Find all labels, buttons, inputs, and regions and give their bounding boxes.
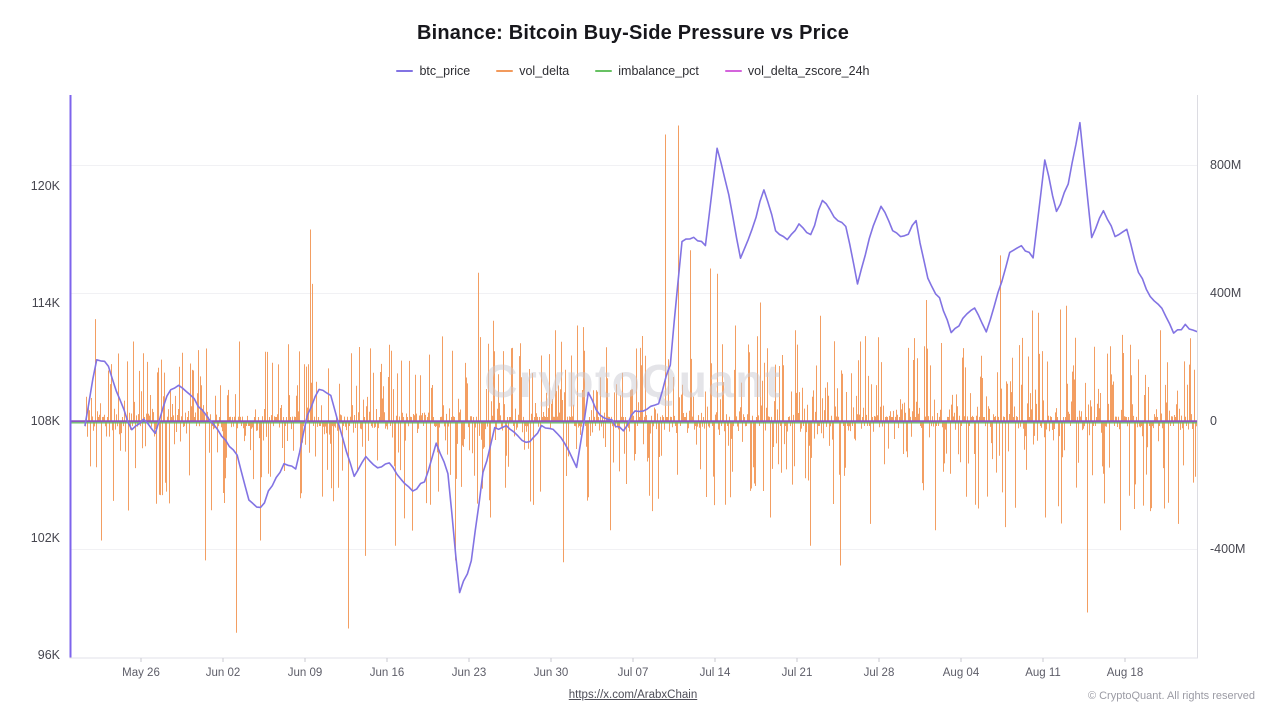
- left-axis-label: 108K: [30, 413, 60, 428]
- legend-item-vol_delta_zscore_24h[interactable]: vol_delta_zscore_24h: [724, 64, 870, 78]
- x-axis-label: Jun 30: [533, 667, 569, 679]
- x-axis-label: Jun 16: [369, 667, 405, 679]
- x-axis-label: Jul 14: [699, 667, 731, 679]
- right-axis-label: 800M: [1210, 157, 1242, 172]
- copyright-text: © CryptoQuant. All rights reserved: [1087, 690, 1255, 702]
- legend-swatch: [724, 69, 742, 73]
- footer-link[interactable]: https://x.com/ArabxChain: [568, 689, 698, 701]
- x-axis-label: Aug 18: [1106, 667, 1144, 679]
- left-axis-label: 96K: [37, 648, 60, 662]
- x-axis-label: Jun 09: [287, 667, 323, 679]
- x-axis-label: Jun 02: [205, 667, 241, 679]
- legend-swatch: [396, 69, 414, 73]
- legend: btc_price vol_delta imbalance_pct vol_delta…: [0, 64, 1266, 78]
- left-axis-label: 102K: [30, 530, 60, 545]
- x-axis-label: Jul 07: [617, 667, 649, 679]
- legend-label: vol_delta_zscore_24h: [747, 64, 870, 78]
- legend-label: imbalance_pct: [618, 64, 699, 78]
- legend-item-imbalance_pct[interactable]: imbalance_pct: [595, 64, 699, 78]
- right-axis-label: 0: [1210, 413, 1217, 428]
- x-axis-label: Jul 21: [781, 667, 813, 679]
- legend-label: btc_price: [419, 64, 471, 78]
- right-axis-label: 400M: [1210, 285, 1242, 300]
- legend-label: vol_delta: [519, 64, 570, 78]
- legend-swatch: [496, 69, 514, 73]
- chart-title: Binance: Bitcoin Buy-Side Pressure vs Pr…: [416, 22, 850, 44]
- left-axis-label: 120K: [30, 179, 60, 193]
- watermark-text: CryptoQuant: [484, 355, 782, 407]
- x-axis-label: Jul 28: [863, 667, 895, 679]
- x-axis-label: Aug 04: [942, 667, 980, 679]
- legend-item-vol_delta[interactable]: vol_delta: [496, 64, 569, 78]
- btc-price-line: [84, 121, 1198, 594]
- right-axis-label: -400M: [1210, 541, 1246, 556]
- left-axis-label: 114K: [31, 296, 60, 311]
- x-axis-label: Aug 11: [1025, 667, 1061, 679]
- legend-swatch: [595, 69, 613, 73]
- legend-item-btc_price[interactable]: btc_price: [396, 64, 470, 78]
- x-axis-label: Jun 23: [451, 667, 487, 679]
- x-axis-label: May 26: [122, 667, 160, 679]
